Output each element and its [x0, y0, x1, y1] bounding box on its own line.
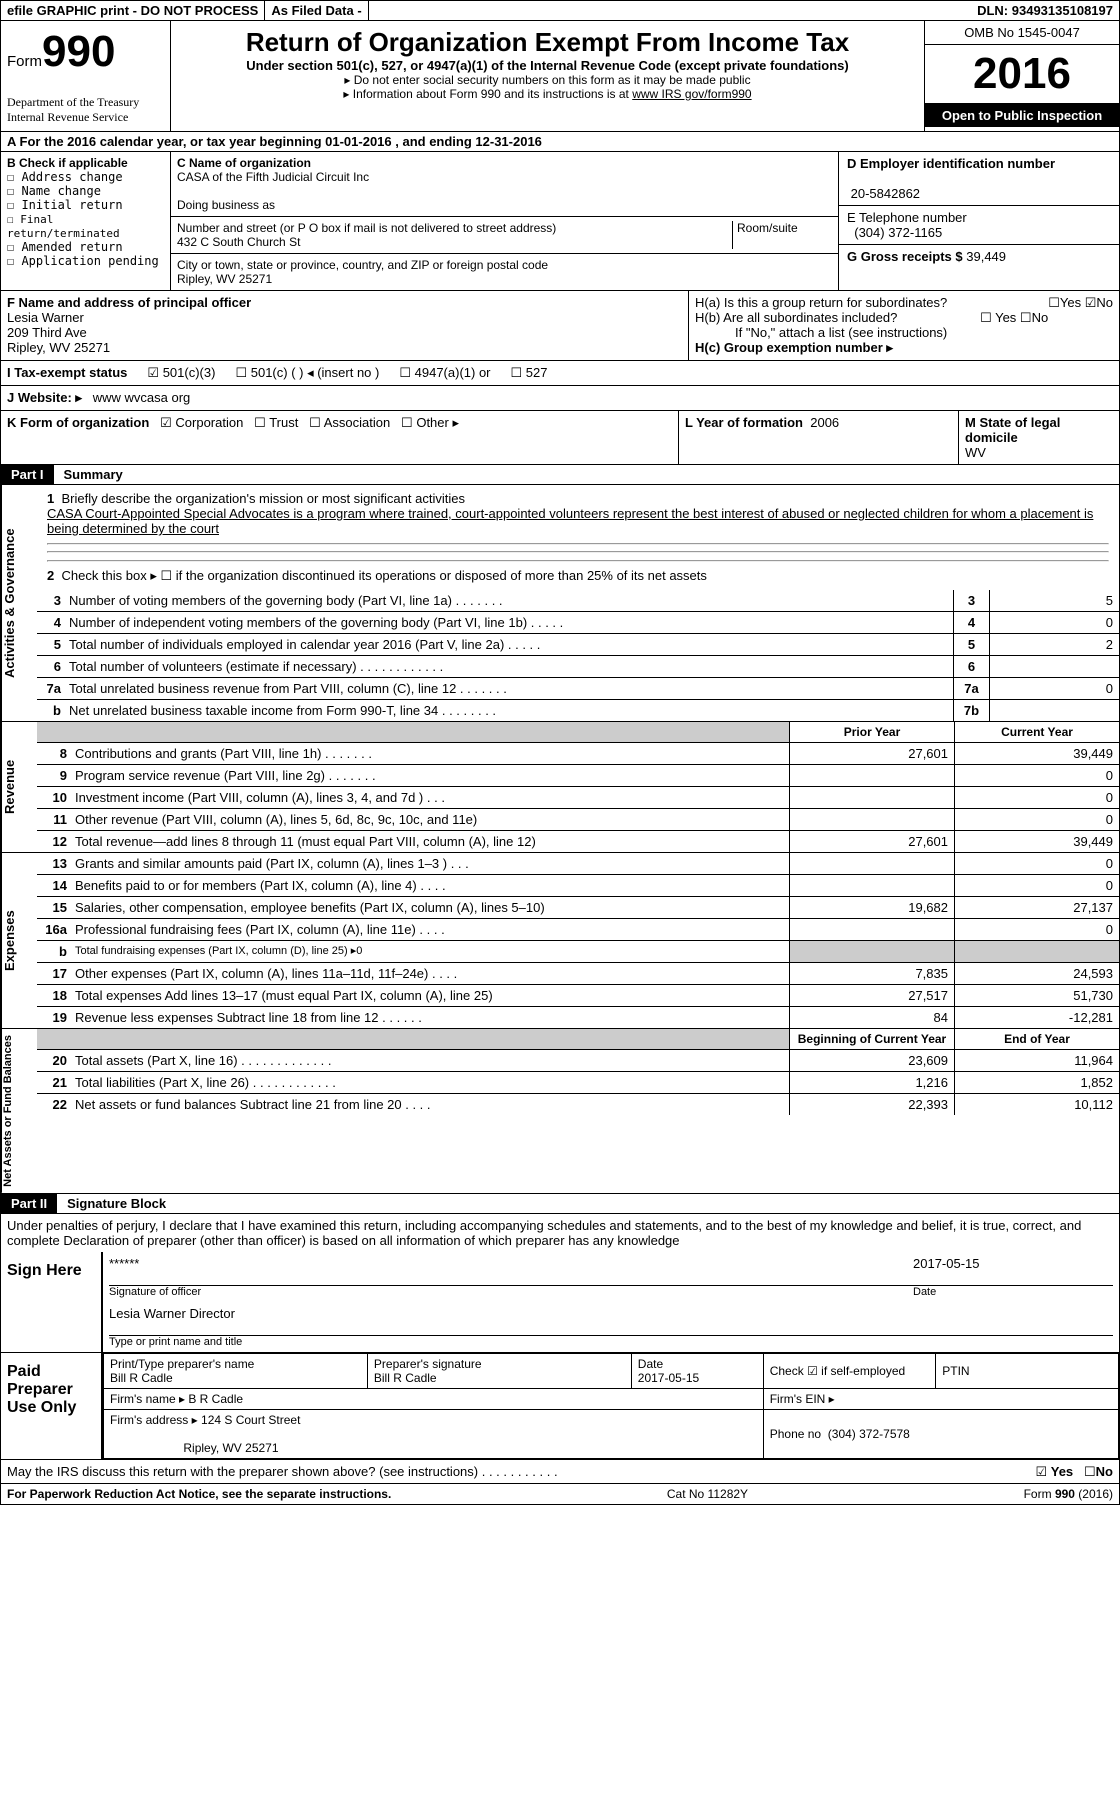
- side-revenue: Revenue: [1, 722, 37, 852]
- org-address: 432 C South Church St: [177, 235, 300, 249]
- top-bar: efile GRAPHIC print - DO NOT PROCESS As …: [0, 0, 1120, 21]
- check-name-change[interactable]: Name change: [7, 184, 101, 198]
- ssn-warning: Do not enter social security numbers on …: [181, 73, 914, 87]
- box-h: H(a) Is this a group return for subordin…: [689, 291, 1119, 360]
- dept-label: Department of the Treasury Internal Reve…: [7, 95, 164, 125]
- netassets-section: Net Assets or Fund Balances Beginning of…: [0, 1029, 1120, 1194]
- efile-notice: efile GRAPHIC print - DO NOT PROCESS: [1, 1, 265, 20]
- paid-preparer-label: Paid Preparer Use Only: [1, 1353, 101, 1459]
- org-name: CASA of the Fifth Judicial Circuit Inc: [177, 170, 369, 184]
- side-netassets: Net Assets or Fund Balances: [1, 1029, 37, 1193]
- check-final-return[interactable]: Final return/terminated: [7, 213, 120, 240]
- gross-receipts: 39,449: [966, 249, 1006, 264]
- check-address-change[interactable]: Address change: [7, 170, 123, 184]
- as-filed: As Filed Data -: [265, 1, 368, 20]
- header-left: Form990 Department of the Treasury Inter…: [1, 21, 171, 131]
- box-m: M State of legal domicileWV: [959, 411, 1119, 464]
- box-deg: D Employer identification number 20-5842…: [839, 152, 1119, 290]
- part2-header: Part II Signature Block: [0, 1194, 1120, 1214]
- box-c: C Name of organization CASA of the Fifth…: [171, 152, 839, 290]
- box-f: F Name and address of principal officer …: [1, 291, 689, 360]
- row-klm: K Form of organization ☑ Corporation ☐ T…: [0, 411, 1120, 465]
- perjury-statement: Under penalties of perjury, I declare th…: [1, 1214, 1119, 1252]
- instructions-link: Information about Form 990 and its instr…: [181, 87, 914, 101]
- box-j: J Website: ▸ www wvcasa org: [0, 386, 1120, 411]
- omb-number: OMB No 1545-0047: [925, 21, 1119, 45]
- preparer-table: Print/Type preparer's nameBill R Cadle P…: [103, 1353, 1119, 1459]
- signature-block: Under penalties of perjury, I declare th…: [0, 1214, 1120, 1484]
- side-expenses: Expenses: [1, 853, 37, 1028]
- sign-here-label: Sign Here: [1, 1252, 101, 1352]
- box-k: K Form of organization ☑ Corporation ☐ T…: [1, 411, 679, 464]
- form-title: Return of Organization Exempt From Incom…: [181, 27, 914, 58]
- box-l: L Year of formation 2006: [679, 411, 959, 464]
- open-inspection: Open to Public Inspection: [925, 104, 1119, 127]
- form-subtitle: Under section 501(c), 527, or 4947(a)(1)…: [181, 58, 914, 73]
- header-right: OMB No 1545-0047 2016 Open to Public Ins…: [924, 21, 1119, 131]
- ein: 20-5842862: [851, 186, 920, 201]
- row-fh: F Name and address of principal officer …: [0, 291, 1120, 361]
- form-header: Form990 Department of the Treasury Inter…: [0, 21, 1120, 132]
- phone: (304) 372-1165: [854, 225, 942, 240]
- header-center: Return of Organization Exempt From Incom…: [171, 21, 924, 131]
- org-city: Ripley, WV 25271: [177, 272, 272, 286]
- dln: DLN: 93493135108197: [971, 1, 1119, 20]
- expenses-section: Expenses 13Grants and similar amounts pa…: [0, 853, 1120, 1029]
- info-grid: B Check if applicable Address change Nam…: [0, 152, 1120, 291]
- check-application-pending[interactable]: Application pending: [7, 254, 159, 268]
- box-i: I Tax-exempt status ☑ 501(c)(3) ☐ 501(c)…: [0, 361, 1120, 386]
- activities-governance: Activities & Governance 1 Briefly descri…: [0, 485, 1120, 722]
- mission-text: CASA Court-Appointed Special Advocates i…: [47, 506, 1093, 536]
- check-amended-return[interactable]: Amended return: [7, 240, 123, 254]
- revenue-section: Revenue Prior YearCurrent Year 8Contribu…: [0, 722, 1120, 853]
- discuss-row: May the IRS discuss this return with the…: [1, 1459, 1119, 1483]
- tax-year: 2016: [925, 45, 1119, 104]
- check-initial-return[interactable]: Initial return: [7, 198, 123, 212]
- page-footer: For Paperwork Reduction Act Notice, see …: [0, 1484, 1120, 1505]
- side-activities: Activities & Governance: [1, 485, 37, 721]
- part1-header: Part I Summary: [0, 465, 1120, 485]
- section-a-period: A For the 2016 calendar year, or tax yea…: [0, 132, 1120, 152]
- box-b: B Check if applicable Address change Nam…: [1, 152, 171, 290]
